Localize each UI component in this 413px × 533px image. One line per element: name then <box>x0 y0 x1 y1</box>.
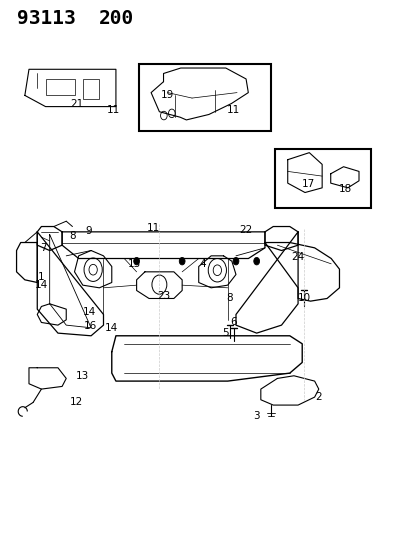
Text: 11: 11 <box>107 106 120 115</box>
Circle shape <box>253 257 259 265</box>
Text: 16: 16 <box>83 321 97 331</box>
Text: 14: 14 <box>82 307 95 317</box>
Circle shape <box>179 257 185 265</box>
Text: 17: 17 <box>301 179 314 189</box>
Text: 2: 2 <box>315 392 321 402</box>
Bar <box>138 64 271 131</box>
Text: 200: 200 <box>99 9 134 28</box>
Text: 14: 14 <box>35 280 48 290</box>
Text: 3: 3 <box>253 411 259 421</box>
Text: 8: 8 <box>69 231 76 240</box>
Circle shape <box>233 257 238 265</box>
Text: 1: 1 <box>38 272 45 282</box>
Text: 4: 4 <box>199 259 206 269</box>
Text: 5: 5 <box>222 328 228 338</box>
Text: 7: 7 <box>40 243 47 253</box>
Text: 6: 6 <box>230 318 237 327</box>
Text: 8: 8 <box>226 294 233 303</box>
Text: 11: 11 <box>146 223 159 233</box>
Text: 13: 13 <box>76 371 89 381</box>
Text: 93113: 93113 <box>17 9 75 28</box>
Text: 18: 18 <box>338 184 351 194</box>
Text: 11: 11 <box>227 106 240 115</box>
Bar <box>275 149 370 208</box>
Text: 10: 10 <box>297 294 310 303</box>
Text: 22: 22 <box>239 225 252 235</box>
Bar <box>45 78 74 95</box>
Text: 14: 14 <box>104 323 117 333</box>
Text: 23: 23 <box>157 291 170 301</box>
Text: 12: 12 <box>70 398 83 407</box>
Bar <box>83 78 99 99</box>
Text: 15: 15 <box>128 259 141 269</box>
Text: 24: 24 <box>291 252 304 262</box>
Circle shape <box>133 257 139 265</box>
Text: 9: 9 <box>85 226 92 236</box>
Text: 19: 19 <box>161 90 174 100</box>
Text: 21: 21 <box>70 99 83 109</box>
